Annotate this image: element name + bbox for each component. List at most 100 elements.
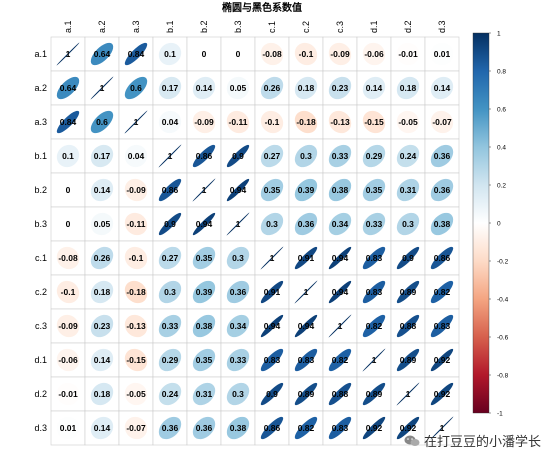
col-label-b.1: b.1 [165, 20, 175, 33]
cell-c.3-b.3: 0.34 [220, 308, 256, 344]
ellipse-a.2-c.3 [328, 76, 352, 100]
coef-a.2-a.1: 0.64 [60, 83, 77, 93]
cell-d.1-d.1: 1 [356, 342, 392, 378]
colorbar-tick--0.8: -0.8 [497, 373, 509, 380]
ellipse-b.3-c.3 [328, 212, 352, 236]
cell-d.2-b.3: 0.3 [220, 376, 256, 412]
coef-a.3-a.1: 0.84 [60, 117, 77, 127]
coef-d.1-d.1: 1 [372, 355, 377, 365]
coef-c.2-c.1: 0.91 [264, 287, 281, 297]
ellipse-b.1-c.1 [260, 144, 284, 168]
coef-a.1-d.3: 0.01 [434, 49, 451, 59]
ellipse-d.3-d.1 [362, 416, 386, 440]
cell-c.2-b.3: 0.36 [220, 274, 256, 310]
cell-b.2-c.3: 0.38 [322, 172, 358, 208]
cell-a.3-d.2: -0.05 [390, 104, 426, 140]
cell-a.1-a.3: 0.84 [118, 36, 154, 72]
cell-c.1-d.3: 0.86 [424, 240, 460, 276]
cell-c.1-a.2: 0.26 [84, 240, 120, 276]
coef-b.3-a.2: 0.05 [94, 219, 111, 229]
ellipse-a.3-b.1 [158, 110, 182, 134]
ellipse-b.2-b.3 [226, 178, 250, 202]
row-label-a.3: a.3 [34, 117, 47, 127]
coef-c.1-a.3: -0.1 [129, 253, 144, 263]
ellipse-a.3-c.1 [260, 110, 284, 134]
ellipse-b.1-b.2 [192, 144, 216, 168]
cell-a.3-d.1: -0.15 [356, 104, 392, 140]
ellipse-b.3-c.1 [260, 212, 284, 236]
coef-c.2-d.1: 0.83 [366, 287, 383, 297]
ellipse-a.3-c.3 [328, 110, 352, 134]
coef-d.1-a.3: -0.15 [126, 355, 146, 365]
cell-c.2-d.2: 0.89 [390, 274, 426, 310]
cell-b.2-a.1: 0 [50, 172, 86, 208]
coef-d.1-c.1: 0.83 [264, 355, 281, 365]
ellipse-c.3-b.1 [158, 314, 182, 338]
coef-d.1-b.3: 0.33 [230, 355, 247, 365]
colorbar-tick--1: -1 [497, 411, 503, 418]
ellipse-c.1-d.1 [362, 246, 386, 270]
coef-b.3-c.3: 0.34 [332, 219, 349, 229]
cell-b.1-c.2: 0.3 [288, 138, 324, 174]
cell-c.3-b.2: 0.38 [186, 308, 222, 344]
cell-d.3-c.3: 0.83 [322, 410, 358, 446]
cell-c.1-b.2: 0.35 [186, 240, 222, 276]
coef-c.1-c.2: 0.91 [298, 253, 315, 263]
cell-b.2-c.1: 0.35 [254, 172, 290, 208]
ellipse-c.1-b.1 [158, 246, 182, 270]
coef-b.2-c.3: 0.38 [332, 185, 349, 195]
ellipse-d.3-a.2 [90, 416, 114, 440]
coef-c.2-d.2: 0.89 [400, 287, 417, 297]
coef-a.1-b.2: 0 [202, 49, 207, 59]
col-label-d.3: d.3 [437, 20, 447, 33]
chart-title: 椭圆与黑色系数值 [222, 1, 302, 14]
ellipse-c.1-d.2 [396, 246, 420, 270]
coef-a.2-d.2: 0.18 [400, 83, 417, 93]
coef-d.1-b.2: 0.35 [196, 355, 213, 365]
ellipse-c.1-d.3 [430, 246, 454, 270]
ellipse-d.3-d.2 [396, 416, 420, 440]
coef-b.1-d.2: 0.24 [400, 151, 417, 161]
coef-b.2-a.1: 0 [66, 185, 71, 195]
cell-b.3-d.3: 0.38 [424, 206, 460, 242]
coef-d.3-c.2: 0.82 [298, 423, 315, 433]
cell-c.1-d.2: 0.9 [390, 240, 426, 276]
coef-a.3-b.2: -0.09 [194, 117, 214, 127]
cell-d.2-b.2: 0.31 [186, 376, 222, 412]
cell-d.2-c.2: 0.89 [288, 376, 324, 412]
ellipse-c.3-d.3 [430, 314, 454, 338]
row-label-a.2: a.2 [34, 83, 47, 93]
ellipse-a.2-d.2 [396, 76, 420, 100]
coef-c.2-b.1: 0.3 [164, 287, 176, 297]
cell-d.1-c.1: 0.83 [254, 342, 290, 378]
coef-b.2-c.1: 0.35 [264, 185, 281, 195]
coef-c.2-d.3: 0.82 [434, 287, 451, 297]
cell-d.2-b.1: 0.24 [152, 376, 188, 412]
cell-a.3-b.2: -0.09 [186, 104, 222, 140]
ellipse-d.3-c.2 [294, 416, 318, 440]
coef-a.3-d.2: -0.05 [398, 117, 418, 127]
cell-b.1-d.1: 0.29 [356, 138, 392, 174]
ellipse-b.1-a.1 [56, 144, 80, 168]
ellipse-b.1-d.3 [430, 144, 454, 168]
ellipse-a.2-d.1 [362, 76, 386, 100]
cell-b.1-b.2: 0.86 [186, 138, 222, 174]
cell-c.3-c.3: 1 [322, 308, 358, 344]
cell-b.3-a.1: 0 [50, 206, 86, 242]
cell-a.2-b.2: 0.14 [186, 70, 222, 106]
ellipse-c.2-b.2 [192, 280, 216, 304]
coef-b.3-c.2: 0.36 [298, 219, 315, 229]
ellipse-d.2-b.3 [226, 382, 250, 406]
row-label-d.1: d.1 [34, 355, 47, 365]
coef-b.3-d.2: 0.3 [402, 219, 414, 229]
coef-d.2-d.2: 1 [406, 389, 411, 399]
coef-d.2-b.3: 0.3 [232, 389, 244, 399]
cell-d.2-a.2: 0.18 [84, 376, 120, 412]
cell-a.2-a.2: 1 [84, 70, 120, 106]
ellipse-c.1-a.1 [56, 246, 80, 270]
coef-c.1-b.3: 0.3 [232, 253, 244, 263]
coef-c.3-d.3: 0.83 [434, 321, 451, 331]
coef-d.1-a.1: -0.06 [58, 355, 78, 365]
coef-a.2-c.3: 0.23 [332, 83, 349, 93]
col-label-c.3: c.3 [335, 21, 345, 33]
